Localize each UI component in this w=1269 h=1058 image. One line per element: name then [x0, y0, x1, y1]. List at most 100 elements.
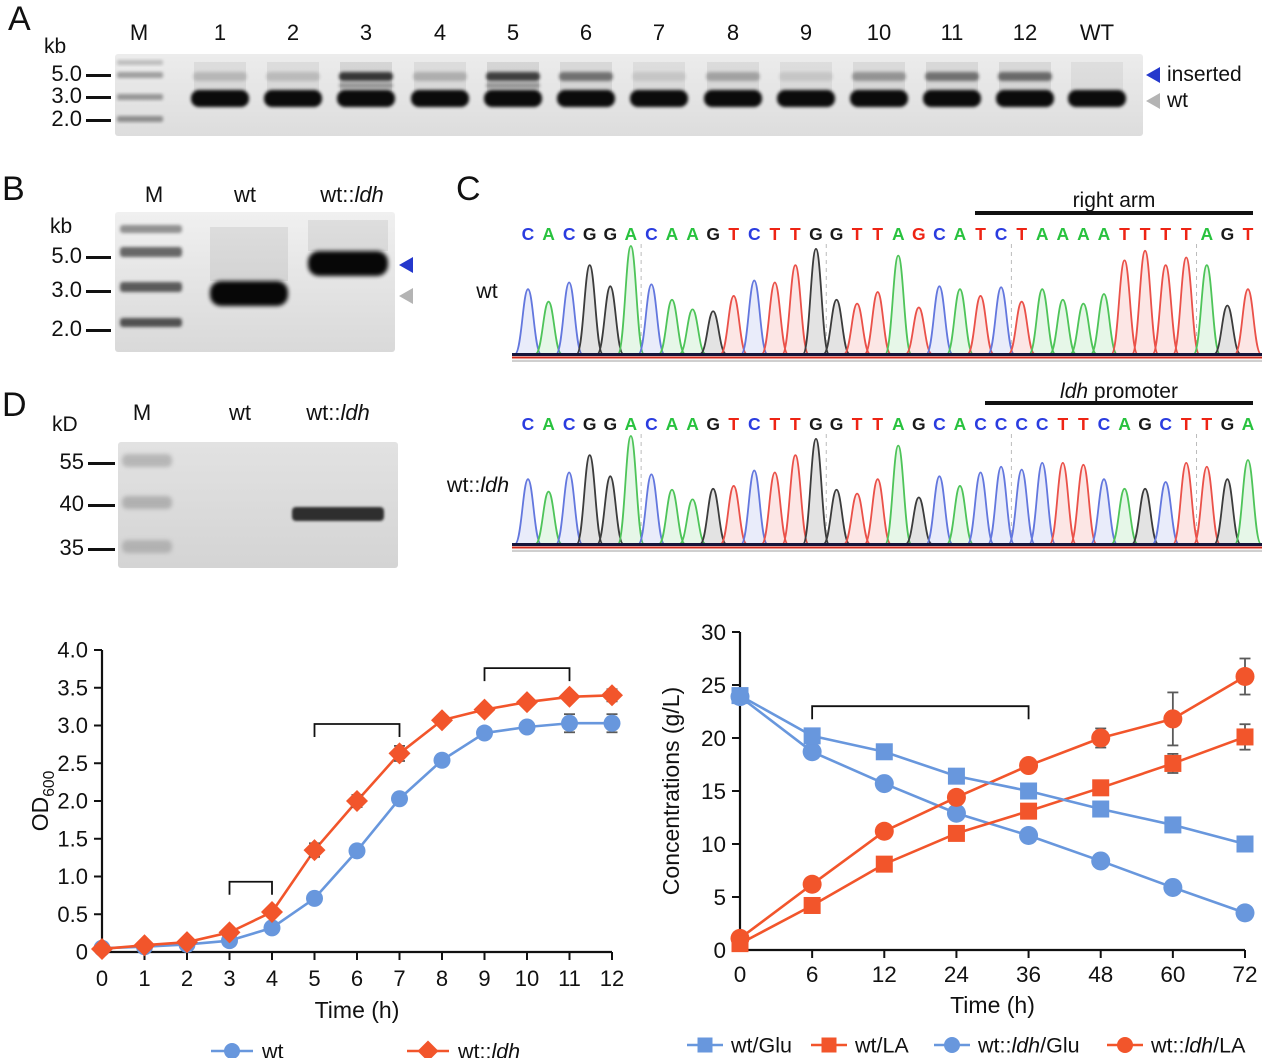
inserted-band — [559, 72, 613, 81]
region-label: ldh promoter — [1060, 380, 1178, 403]
data-point-diamond — [516, 691, 538, 714]
data-point-diamond — [473, 698, 496, 721]
chromatogram-peak — [1151, 264, 1180, 355]
base-letter: G — [1221, 224, 1235, 244]
lane-smear — [210, 227, 288, 281]
significance-bracket — [228, 880, 273, 895]
base-letter: T — [1140, 224, 1151, 244]
chromatogram-peak — [1048, 461, 1077, 545]
data-point-square — [731, 935, 749, 953]
panel-b-lane-label: M — [145, 184, 163, 206]
chromatogram-peak — [678, 308, 707, 355]
base-letter: C — [522, 224, 535, 244]
wt-band — [850, 90, 908, 107]
data-point-circle — [263, 919, 281, 937]
chromatogram-peak — [1090, 293, 1118, 355]
chromatogram-peak — [1234, 459, 1262, 545]
x-tick-label: 9 — [478, 966, 490, 991]
x-tick-label: 0 — [734, 962, 747, 987]
chromatogram-peak — [904, 496, 933, 545]
data-point-square — [1092, 800, 1110, 818]
chromatogram-peak — [1028, 288, 1057, 355]
legend-label: wt::ldh/LA — [1150, 1034, 1246, 1058]
data-point-diamond — [261, 900, 283, 923]
panel-d-size-marker-tick — [88, 504, 115, 507]
chromatogram-peak — [534, 490, 563, 545]
label-part: 5 — [506, 20, 520, 45]
base-letter: T — [872, 224, 883, 244]
chromatogram-peak — [1213, 304, 1242, 355]
panel-a-lane-label: 1 — [214, 22, 226, 44]
label-part: 7 — [652, 20, 666, 45]
chromatogram-peak — [1110, 487, 1139, 545]
base-letter: C — [563, 414, 576, 434]
base-letter: T — [1201, 414, 1212, 434]
chromatogram-peak — [699, 487, 728, 545]
panel-a-lane-label: 3 — [360, 22, 372, 44]
inserted-band — [779, 72, 833, 81]
chromatogram-peak — [555, 281, 584, 355]
data-line — [739, 735, 1246, 945]
chromatogram-peak — [1213, 478, 1242, 545]
data-point-circle — [946, 803, 966, 823]
base-letter: T — [852, 224, 863, 244]
base-letter: T — [1181, 224, 1192, 244]
panel-b-size-marker-label: 3.0 — [51, 277, 82, 302]
growth-curve-chart: 00.51.01.52.02.53.03.54.00 1 2 3 4 5 6 7 8 9 10 11 1… — [28, 638, 624, 1058]
y-tick-label: 0.5 — [57, 902, 88, 927]
x-tick-label: 48 — [1088, 962, 1113, 987]
data-point-circle — [1091, 728, 1111, 748]
data-point-square — [875, 855, 893, 873]
panel-a-gel-bands — [117, 60, 1126, 122]
inserted-band — [998, 72, 1052, 81]
y-tick-label: 3.5 — [57, 675, 88, 700]
chromatogram-peak — [534, 300, 563, 355]
base-letter: A — [625, 414, 638, 434]
region-bar — [975, 211, 1253, 215]
data-point-square — [1020, 802, 1038, 820]
chromatogram-peak — [1131, 249, 1159, 355]
secondary-band — [339, 83, 393, 88]
marker-ladder-band — [122, 454, 172, 467]
panel-a-lane-label: 2 — [287, 22, 299, 44]
base-letter: C — [1098, 414, 1111, 434]
wt-band — [996, 90, 1054, 107]
base-letter: G — [830, 224, 844, 244]
panel-d-size-marker-tick — [88, 548, 115, 551]
base-letter: C — [995, 414, 1008, 434]
chromatogram-peak — [781, 454, 810, 545]
chromatogram-peak — [514, 288, 542, 355]
panel-d-unit-label: kD — [52, 413, 78, 436]
label-part: 4 — [433, 20, 447, 45]
panel-a-lane-label: 7 — [653, 22, 665, 44]
x-axis-title: Time (h) — [950, 992, 1035, 1018]
chromatogram-peak — [1007, 300, 1036, 355]
legend-label: wt::ldh/Glu — [977, 1034, 1080, 1058]
panel-a-lane-label: 6 — [580, 22, 592, 44]
wt-band — [923, 90, 981, 107]
data-point-circle — [874, 774, 894, 794]
marker-ladder-band — [117, 116, 163, 122]
wt-band-arrow-icon — [399, 288, 413, 304]
base-letter: C — [1159, 414, 1172, 434]
base-letter: C — [563, 224, 576, 244]
base-letter: G — [1138, 414, 1152, 434]
base-letter: C — [748, 414, 761, 434]
wt-band — [777, 90, 835, 107]
data-point-circle — [1163, 877, 1183, 897]
panel-a-lane-label: 10 — [867, 22, 891, 44]
label-part: 10 — [866, 20, 892, 45]
base-letter: C — [974, 414, 987, 434]
legend-marker — [1117, 1037, 1133, 1053]
base-letter: G — [830, 414, 844, 434]
chromatogram-peak — [884, 444, 913, 545]
wt-band-label: wt — [1167, 89, 1188, 112]
ldh-protein-band — [292, 507, 384, 521]
row-label: wt — [475, 279, 498, 303]
y-tick-label: 5 — [713, 885, 726, 910]
panel-a-size-marker-label: 3.0 — [51, 83, 82, 108]
chromatogram-peak — [719, 295, 748, 355]
y-tick-label: 2.5 — [57, 751, 88, 776]
x-tick-label: 6 — [351, 966, 363, 991]
base-letter: T — [790, 224, 801, 244]
